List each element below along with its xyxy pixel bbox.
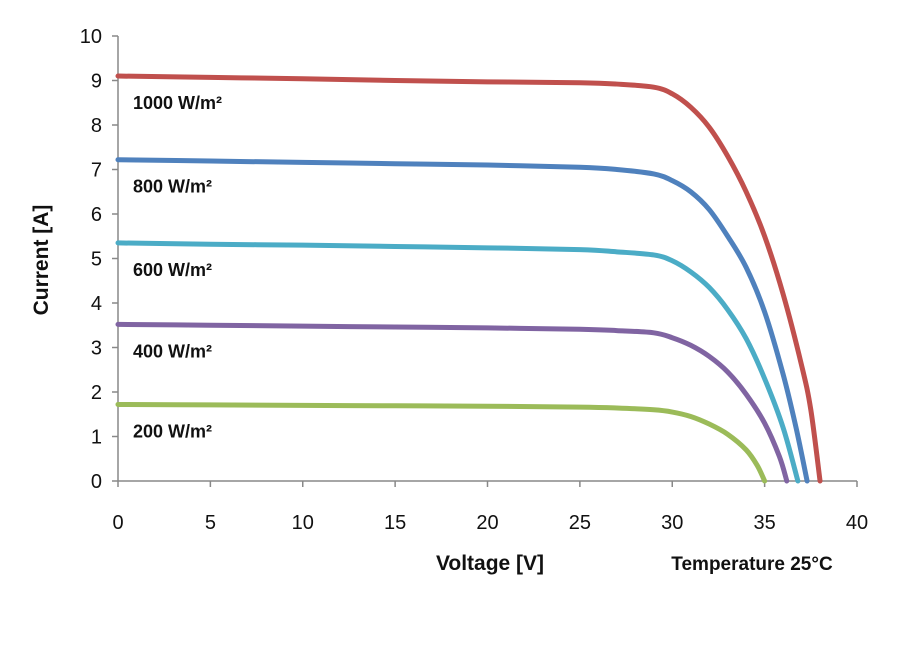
x-tick-label: 10 — [292, 512, 314, 534]
y-tick-label: 1 — [91, 427, 102, 449]
series-line — [115, 321, 790, 484]
x-tick-label: 30 — [661, 512, 683, 534]
y-tick-label: 10 — [80, 26, 102, 48]
x-tick-label: 5 — [205, 512, 216, 534]
series-layer — [115, 73, 823, 484]
axes: 0 1 2 3 4 5 6 7 8 9 10 0 5 10 15 20 25 30 35 40 — [80, 26, 868, 534]
series-label: 800 W/m² — [133, 177, 212, 197]
x-tick-label: 40 — [846, 512, 868, 534]
x-tick-label: 15 — [384, 512, 406, 534]
series-label: 1000 W/m² — [133, 93, 222, 113]
y-tick-label: 2 — [91, 382, 102, 404]
temperature-annotation: Temperature 25°C — [671, 554, 833, 575]
x-tick-label: 20 — [476, 512, 498, 534]
y-tick-label: 8 — [91, 115, 102, 137]
y-tick-label: 6 — [91, 204, 102, 226]
x-tick-label: 0 — [112, 512, 123, 534]
y-tick-label: 3 — [91, 338, 102, 360]
series-label: 600 W/m² — [133, 260, 212, 280]
series-line — [115, 401, 768, 484]
x-axis-title: Voltage [V] — [436, 552, 544, 575]
y-tick-label: 7 — [91, 160, 102, 182]
series-line — [115, 73, 823, 484]
x-tick-label: 35 — [754, 512, 776, 534]
series-line — [115, 240, 801, 484]
y-tick-label: 4 — [91, 293, 102, 315]
x-tick-label: 25 — [569, 512, 591, 534]
y-tick-label: 9 — [91, 71, 102, 93]
series-line — [115, 157, 810, 484]
y-tick-label: 5 — [91, 249, 102, 271]
series-label: 400 W/m² — [133, 341, 212, 361]
y-tick-label: 0 — [91, 471, 102, 493]
y-axis-title: Current [A] — [30, 205, 53, 316]
series-labels: 1000 W/m² 800 W/m² 600 W/m² 400 W/m² 200 W/m… — [133, 93, 222, 441]
series-label: 200 W/m² — [133, 421, 212, 441]
